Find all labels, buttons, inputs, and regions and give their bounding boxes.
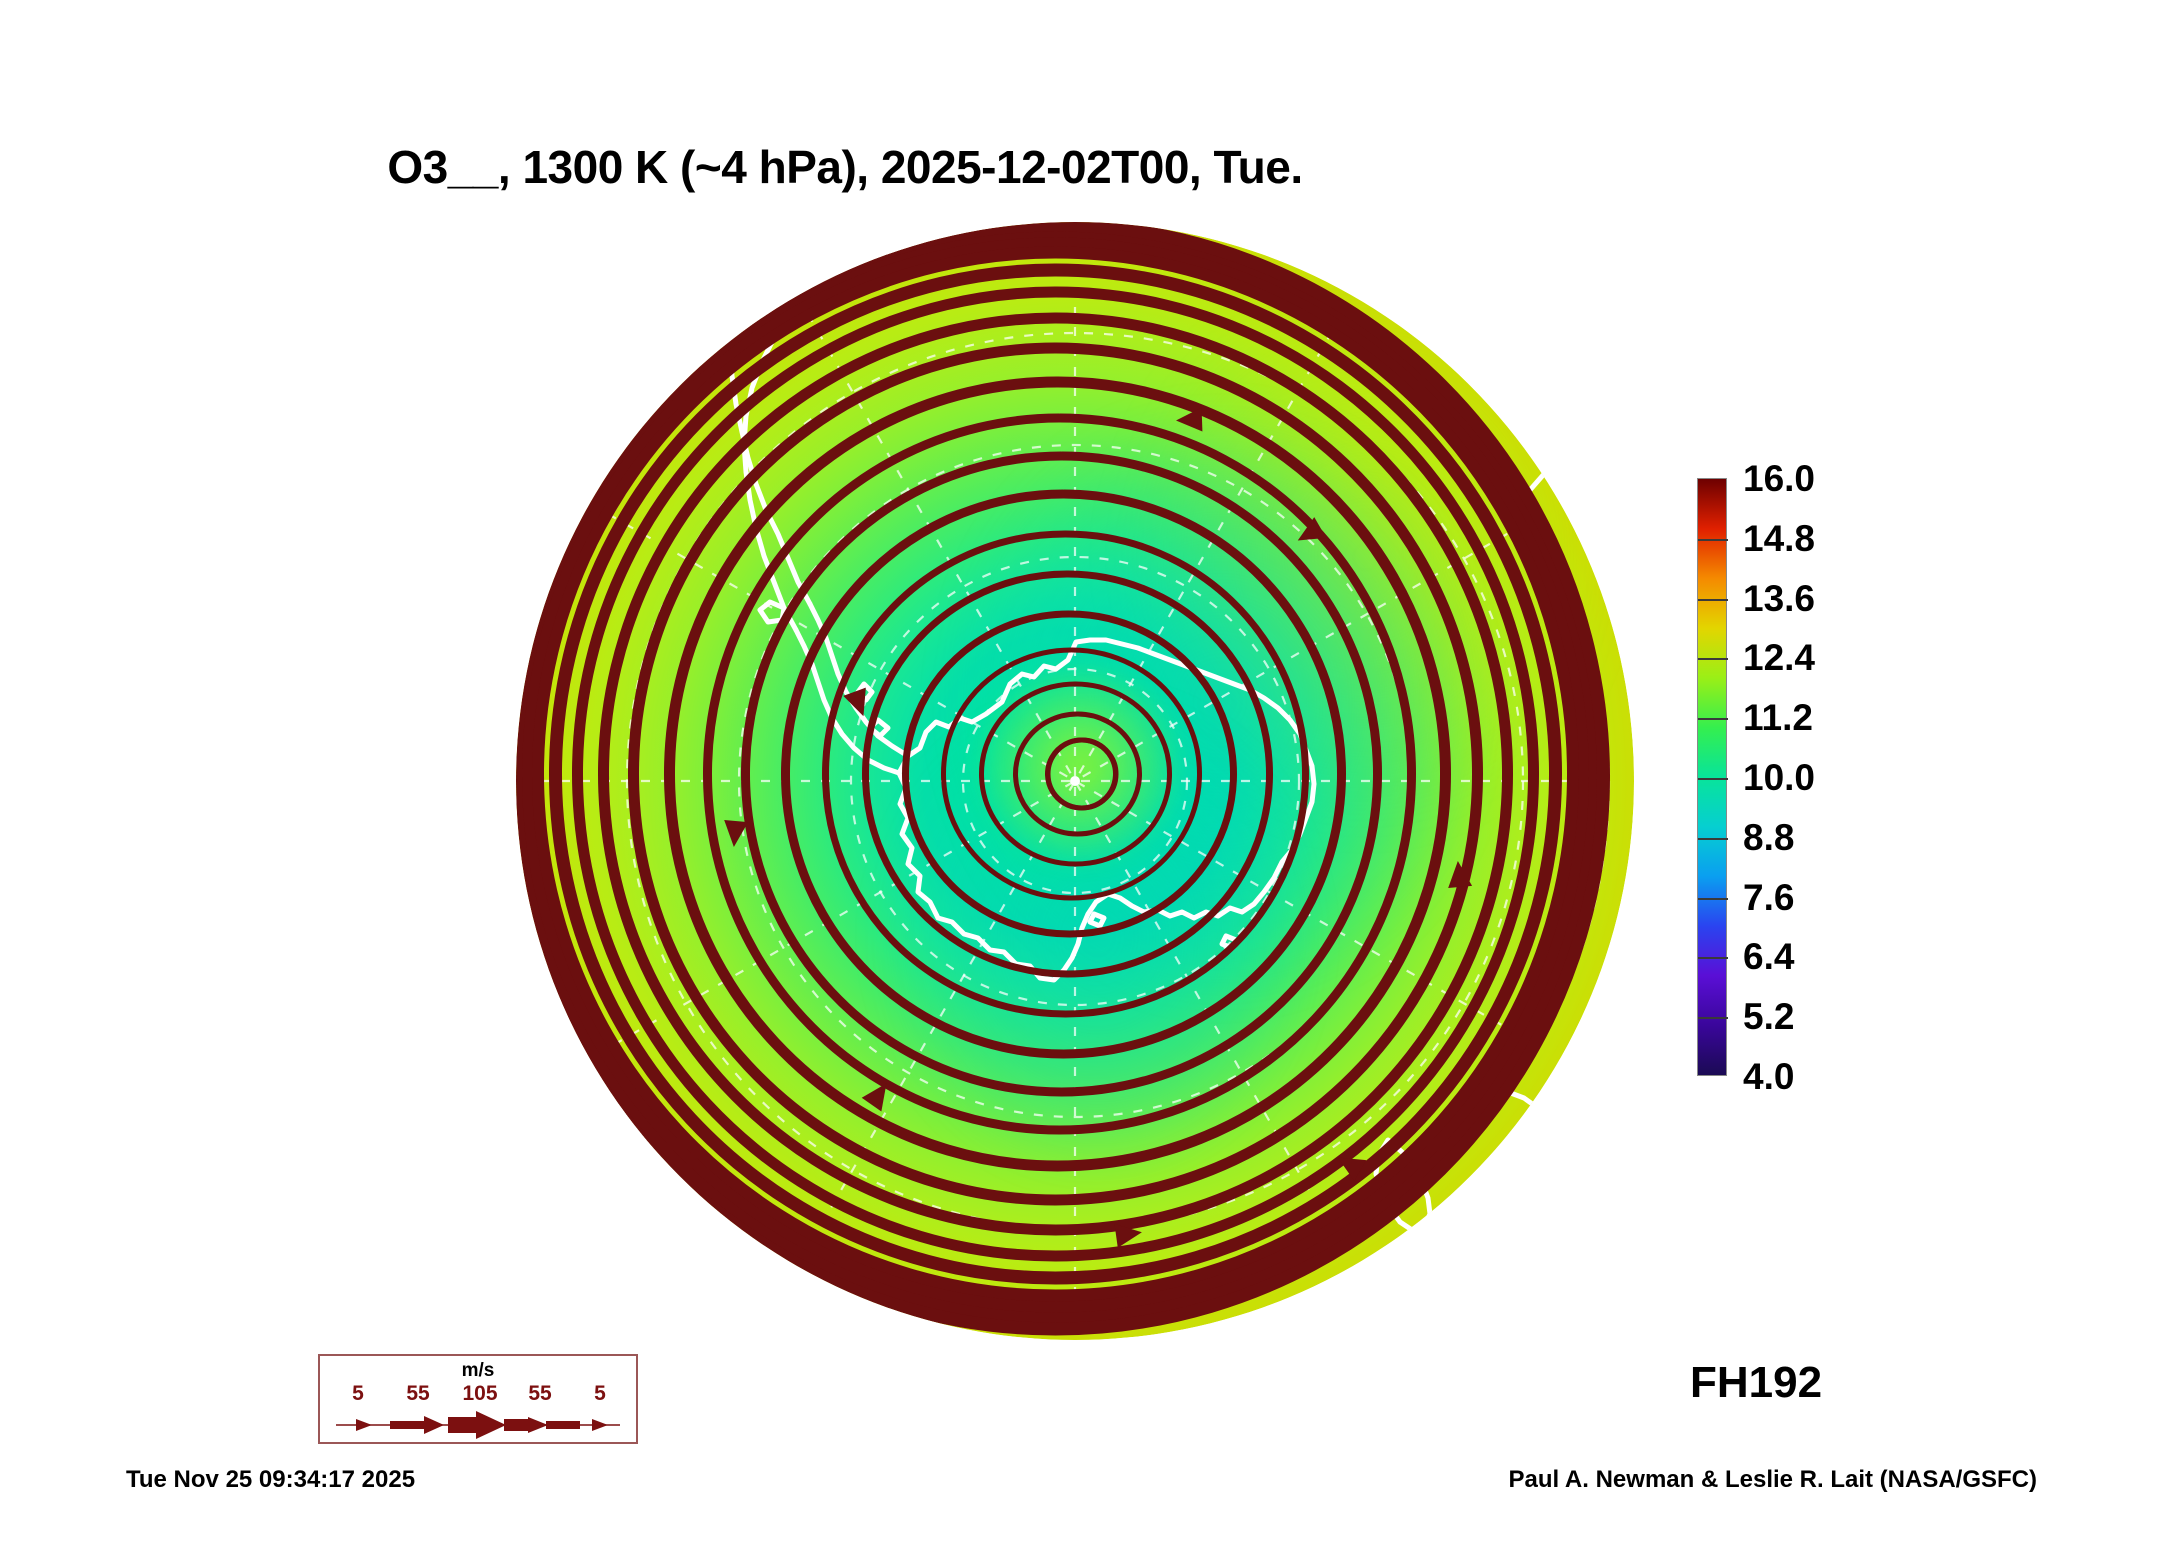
- forecast-hour-label: FH192: [1690, 1358, 1823, 1407]
- pole-marker-layer: [1070, 776, 1080, 786]
- colorbar-tick: [1698, 957, 1728, 960]
- coastline-new-zealand-north: [1425, 1211, 1477, 1267]
- colorbar-tick: [1698, 538, 1728, 541]
- wind-speed-legend: m/s 5 55 105 55 5: [318, 1354, 638, 1444]
- wind-legend-units: m/s: [461, 1360, 495, 1381]
- ozone-warm-lobe: [1142, 311, 1590, 804]
- colorbar-label-13-6: 13.6: [1743, 577, 1816, 619]
- wind-tick-105: 105: [462, 1382, 498, 1405]
- wind-tick-55-right: 55: [528, 1382, 552, 1405]
- coastline-antarctica: [896, 637, 1317, 983]
- colorbar-label-6-4: 6.4: [1743, 936, 1795, 978]
- colorbar-gradient: [1697, 478, 1728, 1076]
- colorbar-label-12-4: 12.4: [1743, 637, 1816, 679]
- colorbar-tick: [1698, 778, 1728, 780]
- south-pole-marker: [1070, 776, 1080, 786]
- wind-tick-5-left: 5: [352, 1382, 364, 1405]
- colorbar-label-5-2: 5.2: [1743, 996, 1795, 1038]
- streamline-rim-group: [516, 222, 1610, 1336]
- coastline-africa: [1553, 399, 1613, 457]
- colorbar-label-11-2: 11.2: [1743, 697, 1813, 739]
- credit-line: Paul A. Newman & Leslie R. Lait (NASA/GS…: [1508, 1466, 2037, 1493]
- wind-legend-arrows: [336, 1411, 620, 1439]
- coastline-tasmania: [1499, 1249, 1523, 1273]
- colorbar-tick: [1698, 598, 1728, 601]
- coastline-island-c: [1087, 911, 1107, 929]
- colorbar-tick: [1698, 897, 1728, 900]
- polar-map-panel: [516, 222, 1634, 1340]
- generation-timestamp: Tue Nov 25 09:34:17 2025: [126, 1466, 416, 1493]
- colorbar-label-16-0: 16.0: [1743, 458, 1816, 499]
- coastline-africa-east: [1527, 427, 1609, 493]
- colorbar-tick: [1698, 718, 1728, 721]
- colorbar-tick: [1698, 837, 1728, 840]
- streamline-inner-group: [941, 647, 1202, 901]
- colorbar-label-8-8: 8.8: [1743, 816, 1795, 858]
- page-title: O3__, 1300 K (~4 hPa), 2025-12-02T00, Tu…: [387, 141, 1303, 193]
- streamline-outer-group: [703, 413, 1416, 1135]
- wind-streamline-layer: [516, 222, 1610, 1336]
- colorbar-label-10-0: 10.0: [1743, 757, 1816, 798]
- streamline-mid-group: [822, 530, 1309, 1018]
- colorbar: 16.0 14.8 13.6 12.4 11.2 10.0 8.8 7.6 6.…: [1697, 460, 1997, 1095]
- colorbar-label-4-0: 4.0: [1743, 1056, 1795, 1097]
- latitude-circle-70s: [849, 555, 1301, 1007]
- colorbar-label-7-6: 7.6: [1743, 876, 1795, 918]
- colorbar-tick: [1698, 658, 1728, 661]
- colorbar-tick: [1698, 1017, 1728, 1020]
- colorbar-label-14-8: 14.8: [1743, 517, 1816, 559]
- streamline-arrowheads: [724, 407, 1473, 1248]
- streamline-jet-group: [572, 286, 1539, 1262]
- wind-tick-5-right: 5: [594, 1382, 606, 1405]
- wind-tick-55-left: 55: [406, 1382, 430, 1405]
- map-disc: [516, 222, 1634, 1340]
- coastline-madagascar: [1581, 465, 1605, 493]
